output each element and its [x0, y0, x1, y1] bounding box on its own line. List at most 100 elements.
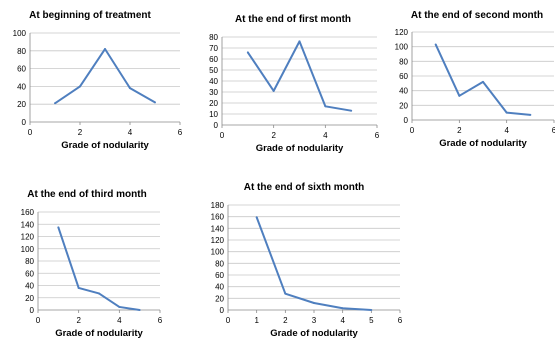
x-tick-label: 1 — [254, 316, 259, 325]
x-tick-label: 3 — [312, 316, 317, 325]
y-tick-label: 80 — [215, 259, 224, 268]
chart-panel-4: At the end of third month020406080100120… — [21, 189, 163, 339]
y-tick-label: 60 — [215, 271, 224, 280]
x-tick-label: 4 — [128, 128, 133, 137]
data-point — [458, 94, 461, 97]
y-tick-label: 60 — [17, 65, 26, 74]
y-tick-label: 40 — [25, 282, 34, 291]
x-tick-label: 6 — [158, 316, 163, 325]
chart-title: At the end of third month — [27, 189, 146, 200]
x-tick-label: 6 — [178, 128, 183, 137]
y-tick-label: 80 — [399, 57, 408, 66]
data-point — [313, 302, 315, 304]
data-point — [284, 292, 287, 295]
data-point — [272, 89, 275, 92]
y-tick-label: 0 — [404, 116, 409, 125]
data-point — [77, 286, 80, 289]
x-tick-label: 2 — [271, 131, 276, 140]
y-tick-label: 20 — [25, 294, 34, 303]
x-tick-label: 2 — [283, 316, 288, 325]
chart-title: At the end of sixth month — [244, 182, 365, 193]
y-tick-label: 10 — [209, 110, 218, 119]
x-tick-label: 2 — [78, 128, 83, 137]
y-tick-label: 100 — [395, 43, 409, 52]
series-line — [54, 48, 156, 105]
x-tick-label: 0 — [226, 316, 231, 325]
data-point — [57, 226, 60, 229]
x-tick-label: 0 — [28, 128, 33, 137]
y-tick-label: 80 — [209, 33, 218, 42]
y-tick-label: 60 — [399, 72, 408, 81]
y-tick-label: 0 — [30, 306, 35, 315]
data-point — [154, 101, 156, 104]
x-tick-label: 6 — [375, 131, 380, 140]
y-tick-label: 80 — [25, 257, 34, 266]
data-point — [104, 48, 106, 51]
y-tick-label: 50 — [209, 66, 218, 75]
y-tick-label: 20 — [209, 99, 218, 108]
chart-panel-2: At the end of first month010203040506070… — [209, 14, 380, 154]
y-tick-label: 0 — [220, 306, 225, 315]
chart-title: At the end of second month — [411, 10, 543, 21]
x-tick-label: 4 — [504, 126, 509, 135]
chart-title: At the end of first month — [235, 14, 351, 25]
y-tick-label: 20 — [399, 101, 408, 110]
x-tick-label: 0 — [36, 316, 41, 325]
y-tick-label: 0 — [22, 118, 27, 127]
y-tick-label: 0 — [214, 121, 219, 130]
y-tick-label: 100 — [211, 248, 225, 257]
data-point — [255, 216, 258, 219]
y-tick-label: 120 — [395, 28, 409, 37]
x-axis-label: Grade of nodularity — [61, 140, 149, 151]
y-tick-label: 80 — [17, 47, 26, 56]
data-point — [350, 109, 353, 112]
y-tick-label: 40 — [399, 87, 408, 96]
x-tick-label: 4 — [323, 131, 328, 140]
y-tick-label: 120 — [21, 233, 35, 242]
data-point — [246, 51, 249, 54]
x-tick-label: 6 — [552, 126, 555, 135]
y-tick-label: 60 — [209, 55, 218, 64]
x-axis-label: Grade of nodularity — [256, 143, 344, 154]
y-tick-label: 40 — [17, 82, 26, 91]
chart-panel-5: At the end of sixth month020406080100120… — [211, 182, 403, 339]
y-tick-label: 140 — [21, 220, 35, 229]
x-tick-label: 4 — [117, 316, 122, 325]
x-tick-label: 0 — [410, 126, 415, 135]
series-line — [247, 40, 352, 112]
x-axis-label: Grade of nodularity — [270, 328, 358, 339]
y-tick-label: 160 — [21, 208, 35, 217]
x-tick-label: 5 — [369, 316, 374, 325]
data-point — [505, 111, 508, 114]
y-tick-label: 160 — [211, 213, 225, 222]
data-point — [341, 307, 344, 310]
chart-panel-3: At the end of second month02040608010012… — [395, 10, 555, 149]
data-point — [529, 113, 532, 116]
y-tick-label: 100 — [13, 29, 27, 38]
data-point — [118, 305, 121, 308]
data-point — [434, 43, 437, 46]
chart-title: At beginning of treatment — [29, 10, 151, 21]
data-point — [54, 102, 56, 105]
x-tick-label: 4 — [340, 316, 345, 325]
data-point — [98, 292, 100, 295]
y-tick-label: 70 — [209, 44, 218, 53]
data-point — [138, 309, 141, 311]
x-tick-label: 6 — [398, 316, 403, 325]
y-tick-label: 100 — [21, 245, 35, 254]
y-tick-label: 20 — [17, 100, 26, 109]
y-tick-label: 140 — [211, 224, 225, 233]
x-tick-label: 2 — [457, 126, 462, 135]
chart-panel-1: At beginning of treatment 0 20 40 60 80 100 0 2 4… — [13, 10, 183, 151]
data-point — [370, 309, 373, 311]
x-tick-label: 2 — [76, 316, 81, 325]
data-point — [298, 40, 301, 43]
data-point — [324, 105, 327, 108]
y-tick-label: 120 — [211, 236, 225, 245]
x-axis-label: Grade of nodularity — [439, 138, 527, 149]
y-tick-label: 180 — [211, 201, 225, 210]
y-tick-label: 20 — [215, 294, 224, 303]
y-tick-label: 40 — [215, 283, 224, 292]
x-axis-label: Grade of nodularity — [55, 328, 143, 339]
y-tick-label: 60 — [25, 269, 34, 278]
